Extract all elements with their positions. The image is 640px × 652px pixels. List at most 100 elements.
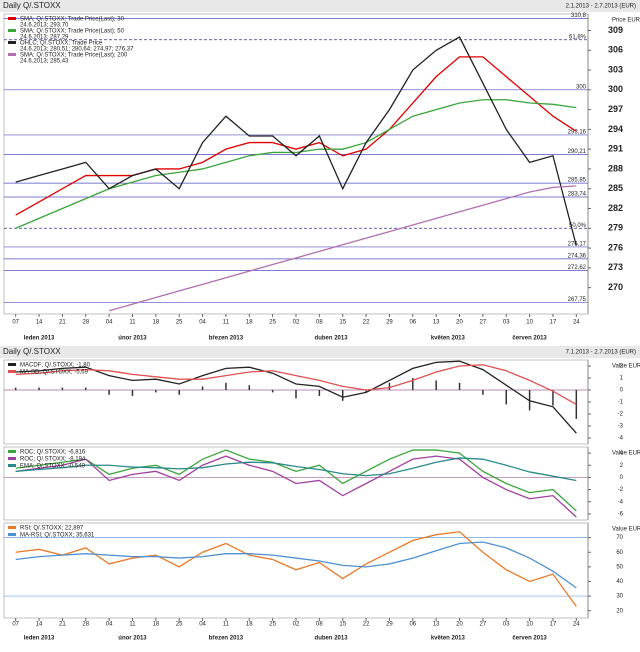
- y-tick-label: 60: [616, 550, 623, 556]
- x-tick-label: 24: [573, 622, 580, 628]
- legend-swatch: [8, 450, 16, 453]
- header-bar: [0, 346, 640, 358]
- x-tick-label: 15: [339, 320, 346, 326]
- y-tick-label: -1: [618, 400, 624, 406]
- x-tick-label: 21: [59, 622, 66, 628]
- y-tick-label: -4: [618, 499, 624, 505]
- x-tick-label: 15: [339, 622, 346, 628]
- y-tick-label: 273: [608, 262, 623, 272]
- legend-label: EMA; Q/.STOXX; -0,549: [20, 464, 86, 470]
- y-axis-label: Value EUR: [612, 451, 640, 457]
- y-tick-label: 282: [608, 203, 623, 213]
- legend-note: 24.6.2013; 293,70: [20, 23, 69, 29]
- y-tick-label: -2: [618, 412, 624, 418]
- legend-label: MA-RSI; Q/.STOXX; 35,631: [20, 533, 95, 539]
- x-tick-label: 11: [223, 320, 230, 326]
- y-axis-label: Value EUR: [612, 527, 640, 533]
- y-tick-label: 294: [608, 124, 623, 134]
- series-line: [15, 56, 577, 216]
- legend-swatch: [8, 29, 16, 32]
- series-line: [15, 541, 577, 589]
- y-tick-label: 50: [616, 564, 623, 570]
- x-tick-label: 08: [316, 320, 323, 326]
- x-tick-label: 14: [36, 622, 43, 628]
- y-tick-label: 309: [608, 25, 623, 35]
- annotation: 61,8%: [569, 34, 587, 40]
- x-tick-label: 25: [269, 622, 276, 628]
- month-label: červen 2013: [512, 336, 547, 342]
- x-tick-label: 22: [363, 622, 370, 628]
- level-label: 274,36: [568, 253, 587, 259]
- x-tick-label: 02: [293, 622, 300, 628]
- series-line: [15, 364, 577, 405]
- x-tick-label: 28: [82, 622, 89, 628]
- month-label: březen 2013: [209, 636, 244, 642]
- y-tick-label: 70: [616, 535, 623, 541]
- x-tick-label: 22: [363, 320, 370, 326]
- y-tick-label: -6: [618, 511, 624, 517]
- legend-swatch: [8, 370, 16, 373]
- y-tick-label: -2: [618, 487, 624, 493]
- x-tick-label: 04: [106, 622, 113, 628]
- y-tick-label: 40: [616, 579, 623, 585]
- x-tick-label: 17: [550, 320, 557, 326]
- x-tick-label: 06: [409, 320, 416, 326]
- legend-swatch: [8, 363, 16, 366]
- level-label: 285,85: [568, 178, 587, 184]
- month-label: duben 2013: [315, 636, 349, 642]
- legend-swatch: [8, 526, 16, 529]
- level-label: 283,74: [568, 192, 587, 198]
- x-tick-label: 10: [526, 622, 533, 628]
- legend-swatch: [8, 17, 16, 20]
- x-tick-label: 25: [269, 320, 276, 326]
- month-label: únor 2013: [118, 636, 147, 642]
- y-tick-label: 20: [616, 608, 623, 614]
- x-tick-label: 17: [550, 622, 557, 628]
- y-tick-label: 0: [620, 388, 624, 394]
- series-line: [15, 36, 577, 246]
- legend-swatch: [8, 53, 16, 56]
- y-tick-label: 279: [608, 223, 623, 233]
- x-tick-label: 11: [223, 622, 230, 628]
- x-tick-label: 08: [316, 622, 323, 628]
- month-label: duben 2013: [315, 336, 349, 342]
- x-tick-label: 27: [480, 320, 487, 326]
- x-tick-label: 18: [246, 320, 253, 326]
- month-label: leden 2013: [24, 636, 55, 642]
- level-label: 267,75: [568, 297, 587, 303]
- x-tick-label: 02: [293, 320, 300, 326]
- x-tick-label: 25: [176, 320, 183, 326]
- y-tick-label: 2: [620, 364, 624, 370]
- x-tick-label: 24: [573, 320, 580, 326]
- x-tick-label: 20: [456, 320, 463, 326]
- series-line: [15, 531, 577, 607]
- month-label: leden 2013: [24, 336, 55, 342]
- level-label: 300: [576, 84, 587, 90]
- y-tick-label: 303: [608, 64, 623, 74]
- month-label: květen 2013: [431, 636, 466, 642]
- header-bar: [0, 0, 640, 12]
- x-tick-label: 04: [106, 320, 113, 326]
- legend-label: OHLC; Q/.STOXX; Trade Price: [20, 41, 103, 47]
- y-tick-label: -3: [618, 424, 624, 430]
- x-tick-label: 07: [12, 320, 19, 326]
- legend-swatch: [8, 457, 16, 460]
- annotation: 50,0%: [569, 223, 587, 229]
- x-tick-label: 29: [386, 320, 393, 326]
- month-label: červen 2013: [512, 636, 547, 642]
- x-tick-label: 18: [152, 622, 159, 628]
- x-tick-label: 29: [386, 622, 393, 628]
- legend-note: 24.6.2013; 280,51; 280,64; 274,97; 276,3…: [20, 47, 134, 53]
- y-tick-label: 288: [608, 163, 623, 173]
- legend-label: MA-SD; Q/.STOXX; -5,69: [20, 370, 89, 376]
- y-tick-label: 297: [608, 104, 623, 114]
- y-tick-label: 270: [608, 282, 623, 292]
- legend-note: 24.6.2013; 287,29: [20, 35, 69, 41]
- y-tick-label: 291: [608, 144, 623, 154]
- legend-label: RSI; Q/.STOXX; 22,897: [20, 526, 84, 532]
- y-axis-label: Price EUR: [612, 18, 640, 24]
- x-tick-label: 18: [246, 622, 253, 628]
- y-tick-label: 285: [608, 183, 623, 193]
- x-tick-label: 10: [526, 320, 533, 326]
